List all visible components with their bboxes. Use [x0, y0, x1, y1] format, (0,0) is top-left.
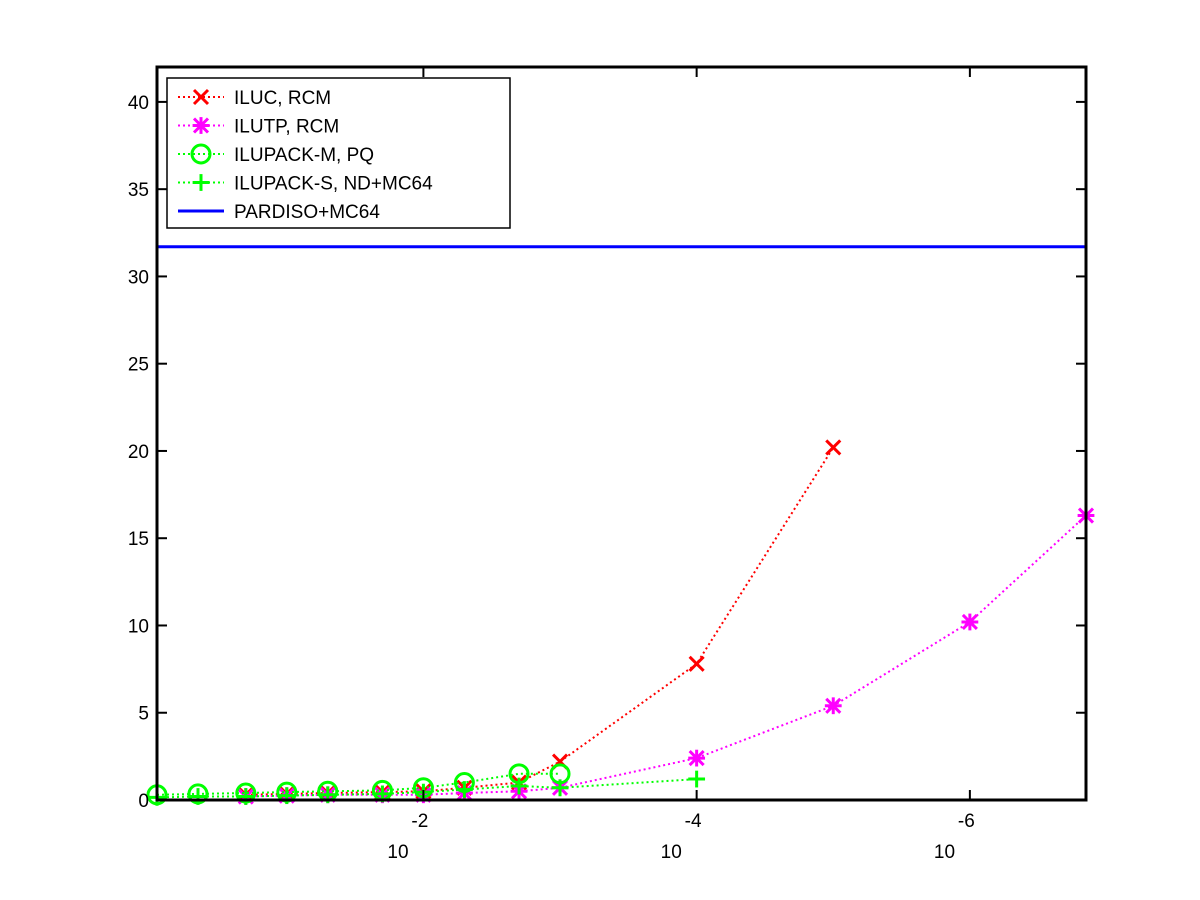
data-point-1-10 [961, 613, 979, 631]
data-point-3-10 [688, 770, 706, 788]
legend-label-1: ILUTP, RCM [234, 117, 339, 138]
data-point-3-8 [510, 777, 528, 795]
legend-item-3: ILUPACK-S, ND+MC64 [178, 174, 433, 195]
y-tick-label-3: 15 [128, 529, 149, 550]
legend-item-0: ILUC, RCM [178, 88, 331, 109]
data-point-3-9 [551, 779, 569, 797]
series-layer [146, 245, 1095, 806]
y-tick-label-4: 20 [128, 442, 149, 463]
data-point-1-8 [688, 749, 706, 767]
data-point-3-1 [189, 788, 207, 805]
legend-item-1: ILUTP, RCM [178, 117, 339, 138]
x-tick-label-exponent-1: -4 [685, 811, 702, 832]
legend-label-0: ILUC, RCM [234, 88, 331, 109]
legend-item-4: PARDISO+MC64 [178, 202, 380, 223]
legend-marker-2 [190, 143, 212, 165]
data-point-0-8 [688, 655, 705, 672]
y-tick-label-8: 40 [128, 93, 149, 114]
legend-box [166, 77, 511, 229]
legend: ILUC, RCM ILUTP, RCM ILUPACK-M, PQ ILUPACK-… [166, 77, 511, 229]
legend-label-4: PARDISO+MC64 [234, 202, 380, 223]
legend-item-2: ILUPACK-M, PQ [178, 143, 374, 166]
y-tick-label-6: 30 [128, 267, 149, 288]
series-line-2 [156, 772, 560, 796]
data-point-0-9 [825, 439, 842, 456]
x-tick-label-exponent-0: -2 [411, 811, 428, 832]
x-tick-label-base-2: 10 [934, 842, 955, 863]
legend-marker-0 [192, 88, 210, 106]
data-point-3-7 [455, 781, 473, 798]
series-line-0 [245, 446, 835, 796]
x-tick-label-base-1: 10 [661, 842, 682, 863]
x-tick-label-exponent-2: -6 [958, 811, 975, 832]
data-point-3-2 [237, 788, 255, 805]
x-tick-label-base-0: 10 [387, 842, 408, 863]
data-point-1-9 [824, 697, 842, 715]
axes-box [155, 65, 1088, 802]
y-tick-label-7: 35 [128, 180, 149, 201]
legend-label-3: ILUPACK-S, ND+MC64 [234, 174, 433, 195]
legend-label-2: ILUPACK-M, PQ [234, 145, 374, 166]
y-tick-label-2: 10 [128, 616, 149, 637]
legend-marker-1 [192, 117, 210, 134]
y-tick-label-1: 5 [138, 704, 149, 725]
legend-marker-3 [192, 174, 210, 191]
y-tick-label-0: 0 [138, 791, 149, 812]
y-tick-label-5: 25 [128, 355, 149, 376]
